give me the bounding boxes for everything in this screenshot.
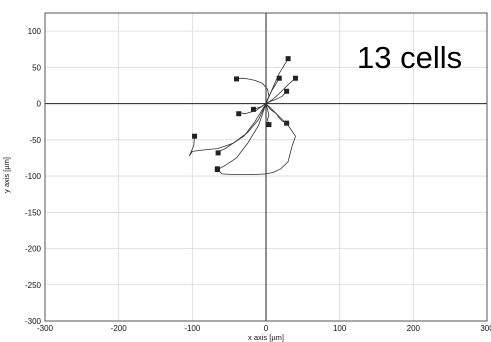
- trajectory-end-marker: [284, 120, 290, 126]
- trajectory-line: [236, 77, 270, 104]
- trajectory-end-marker: [266, 122, 272, 128]
- trajectory-end-marker: [234, 76, 240, 82]
- y-tick-label: -50: [29, 136, 41, 145]
- y-tick-label: -250: [25, 281, 42, 290]
- trajectory-end-marker: [250, 106, 256, 112]
- x-tick-label: 0: [264, 324, 269, 333]
- x-tick-label: 300: [480, 324, 491, 333]
- trajectory-end-marker: [236, 111, 242, 117]
- trajectory-end-marker: [192, 133, 198, 139]
- trajectory-series: [188, 56, 298, 176]
- trajectory-line: [265, 103, 287, 124]
- y-tick-label: 100: [28, 27, 42, 36]
- trajectory-end-marker: [276, 75, 282, 81]
- y-tick-label: -100: [25, 172, 42, 181]
- trajectory-end-marker: [292, 75, 298, 81]
- cell-count-annotation: 13 cells: [357, 40, 462, 75]
- y-tick-label: 50: [32, 63, 41, 72]
- y-tick-label: -200: [25, 245, 42, 254]
- trajectory-line: [265, 77, 296, 104]
- trajectory-end-marker: [214, 166, 220, 172]
- trajectory-line: [217, 103, 267, 170]
- trajectory-end-marker: [215, 150, 221, 156]
- trajectory-line: [188, 103, 267, 157]
- y-tick-label: 0: [37, 100, 42, 109]
- x-axis-title: x axis [µm]: [248, 333, 284, 342]
- trajectory-line: [265, 91, 287, 104]
- x-tick-label: -200: [111, 324, 128, 333]
- trajectory-end-marker: [284, 88, 290, 94]
- x-tick-label: -100: [184, 324, 201, 333]
- x-tick-label: 200: [407, 324, 421, 333]
- x-tick-label: 100: [333, 324, 347, 333]
- x-tick-labels: -300 -200 -100 0 100 200 300: [37, 324, 491, 333]
- trajectory-end-marker: [285, 56, 291, 62]
- y-tick-label: -150: [25, 208, 42, 217]
- x-tick-label: -300: [37, 324, 54, 333]
- y-tick-labels: 100 50 0 -50 -100 -150 -200 -250 -300: [25, 27, 42, 326]
- plot-frame: [44, 12, 488, 322]
- trajectory-line: [217, 103, 296, 176]
- y-axis-title: y axis [µm]: [2, 157, 11, 193]
- y-tick-label: -300: [25, 317, 42, 326]
